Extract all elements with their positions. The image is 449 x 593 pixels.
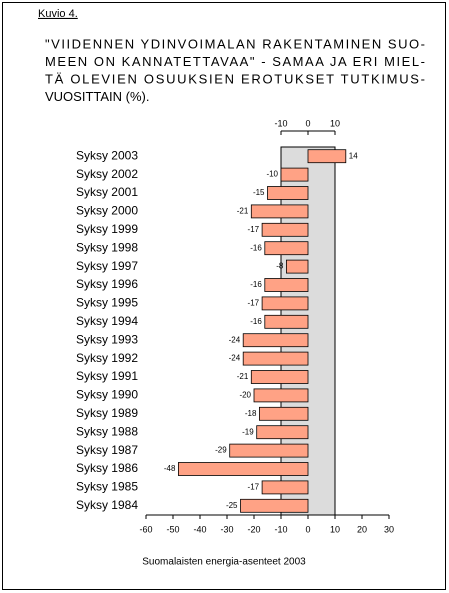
x-tick-label: -40 [193, 524, 206, 534]
bar [264, 278, 309, 292]
x-tick-label: 0 [305, 524, 310, 534]
value-label: -8 [276, 262, 284, 271]
chart-title: MEEN ON KANNATETTAVAA" - SAMAA JA ERI MI… [45, 54, 425, 69]
category-label: Syksy 1997 [76, 259, 138, 273]
bar [242, 351, 309, 366]
x-tick-label: -60 [139, 524, 152, 534]
value-label: -21 [237, 207, 249, 216]
top-tick-label: -10 [274, 118, 287, 128]
value-label: -17 [248, 299, 260, 308]
bar [256, 425, 309, 440]
value-label: -15 [253, 188, 265, 197]
category-label: Syksy 1998 [76, 240, 138, 254]
bar [258, 406, 309, 421]
value-label: -48 [164, 464, 176, 473]
category-label: Syksy 1994 [76, 314, 138, 328]
bar [250, 370, 309, 384]
category-label: Syksy 1996 [76, 277, 138, 291]
value-label: -25 [226, 501, 238, 510]
value-label: -20 [239, 391, 251, 400]
value-label: -17 [248, 483, 260, 492]
category-label: Syksy 2002 [76, 167, 138, 181]
bar [264, 241, 309, 256]
value-label: -21 [237, 372, 249, 381]
value-label: -29 [215, 446, 227, 455]
value-label: -16 [250, 243, 262, 252]
value-label: -16 [250, 317, 262, 326]
value-label: -17 [248, 225, 260, 234]
bar [267, 186, 309, 200]
bar [264, 314, 309, 329]
x-tick-label: -20 [247, 524, 260, 534]
source: Suomalaisten energia-asenteet 2003 [142, 557, 306, 568]
value-label: -24 [229, 354, 241, 363]
value-label: -10 [266, 170, 278, 179]
bar [242, 333, 309, 348]
bar [240, 498, 309, 513]
bar [250, 204, 309, 219]
category-label: Syksy 1995 [76, 296, 138, 310]
bar [261, 222, 309, 237]
chart-title: TÄ OLEVIEN OSUUKSIEN EROTUKSET TUTKIMUS- [45, 71, 425, 86]
chart-title: "VIIDENNEN YDINVOIMALAN RAKENTAMINEN SUO… [45, 36, 425, 51]
category-label: Syksy 1991 [76, 369, 138, 383]
bar [261, 296, 309, 311]
value-label: -18 [245, 409, 257, 418]
x-tick-label: -50 [166, 524, 179, 534]
bar [177, 462, 309, 476]
chart-title: VUOSITTAIN (%). [45, 89, 149, 104]
bar [261, 480, 309, 495]
category-label: Syksy 1993 [76, 332, 138, 346]
category-label: Syksy 2003 [76, 148, 138, 162]
x-tick-label: 30 [384, 524, 394, 534]
value-label: -19 [242, 427, 254, 436]
category-label: Syksy 2000 [76, 204, 138, 218]
x-tick-label: 20 [357, 524, 367, 534]
top-tick-label: 10 [330, 118, 340, 128]
value-label: -16 [250, 280, 262, 289]
bar [307, 149, 347, 164]
bar [280, 167, 309, 182]
category-label: Syksy 1986 [76, 461, 138, 475]
bar [285, 259, 309, 274]
value-label: 14 [349, 151, 358, 160]
bar [253, 388, 309, 403]
figure-label: Kuvio 4. [38, 8, 78, 20]
top-tick-label: 0 [305, 118, 310, 128]
category-label: Syksy 1987 [76, 443, 138, 457]
category-label: Syksy 2001 [76, 185, 138, 199]
category-label: Syksy 1985 [76, 480, 138, 494]
x-tick-label: 10 [330, 524, 340, 534]
category-label: Syksy 1999 [76, 222, 138, 236]
category-label: Syksy 1990 [76, 388, 138, 402]
bar [229, 443, 309, 458]
highlight-band [280, 146, 336, 516]
category-label: Syksy 1992 [76, 351, 138, 365]
value-label: -24 [229, 335, 241, 344]
category-label: Syksy 1989 [76, 406, 138, 420]
x-tick-label: -30 [220, 524, 233, 534]
category-label: Syksy 1988 [76, 424, 138, 438]
x-tick-label: -10 [274, 524, 287, 534]
category-label: Syksy 1984 [76, 498, 138, 512]
